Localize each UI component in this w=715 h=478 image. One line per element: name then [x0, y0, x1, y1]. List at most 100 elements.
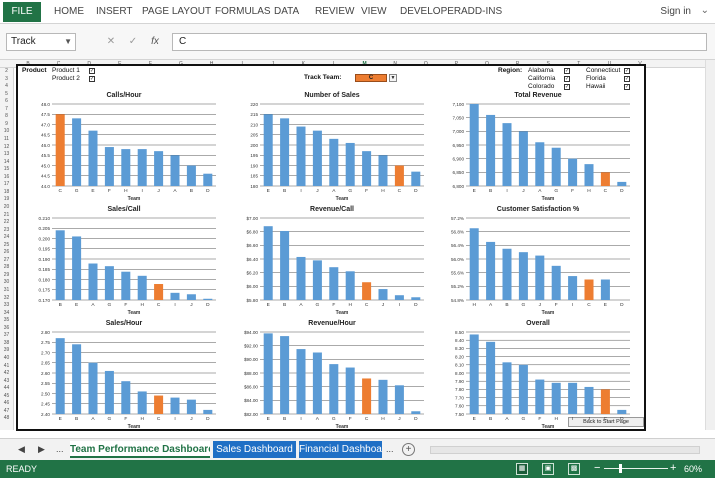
- row-header[interactable]: 35: [3, 317, 10, 324]
- row-header[interactable]: 23: [3, 226, 10, 233]
- chart-8[interactable]: Overall 7.50 7.60 7.70 7.80 7.90 8.00 8.10 8.20 8…: [440, 320, 636, 432]
- region-hawaii-checkbox[interactable]: ✓: [624, 84, 630, 90]
- region-colorado-checkbox[interactable]: ✓: [564, 84, 570, 90]
- zoom-out-button[interactable]: −: [594, 462, 601, 474]
- row-header[interactable]: 5: [5, 90, 8, 97]
- normal-view-icon[interactable]: ▦: [516, 463, 528, 475]
- row-header[interactable]: 19: [3, 196, 10, 203]
- add-sheet-button[interactable]: +: [402, 443, 415, 456]
- row-header[interactable]: 44: [3, 385, 10, 392]
- row-header[interactable]: 10: [3, 128, 10, 135]
- chart-6[interactable]: Sales/Hour 2.40 2.45 2.50 2.55 2.60 2.65 2.70 2.…: [26, 320, 222, 432]
- tab-view[interactable]: VIEW: [361, 6, 387, 17]
- row-header[interactable]: 48: [3, 415, 10, 422]
- row-header[interactable]: 25: [3, 241, 10, 248]
- track-team-dropdown[interactable]: C: [355, 74, 387, 82]
- row-header[interactable]: 11: [3, 135, 10, 142]
- row-header[interactable]: 46: [3, 400, 10, 407]
- row-header[interactable]: 42: [3, 370, 10, 377]
- row-header[interactable]: 18: [3, 188, 10, 195]
- row-header[interactable]: 45: [3, 392, 10, 399]
- row-header[interactable]: 15: [3, 166, 10, 173]
- row-header[interactable]: 2: [5, 68, 8, 74]
- tab-ellipsis-left[interactable]: ...: [56, 444, 64, 454]
- row-header[interactable]: 47: [3, 407, 10, 414]
- region-california-checkbox[interactable]: ✓: [564, 76, 570, 82]
- chart-1[interactable]: Number of Sales 180 185 190 195 200 205 210 215 2…: [234, 92, 430, 204]
- tab-insert[interactable]: INSERT: [96, 6, 133, 17]
- chevron-down-icon[interactable]: ▼: [64, 37, 72, 46]
- row-header[interactable]: 6: [5, 98, 8, 105]
- tab-page-layout[interactable]: PAGE LAYOUT: [142, 6, 212, 17]
- region-florida-checkbox[interactable]: ✓: [624, 76, 630, 82]
- row-header[interactable]: 27: [3, 256, 10, 263]
- row-header[interactable]: 34: [3, 309, 10, 316]
- row-header[interactable]: 4: [5, 83, 8, 90]
- zoom-percent[interactable]: 60%: [684, 464, 703, 474]
- row-header[interactable]: 24: [3, 234, 10, 241]
- tab-formulas[interactable]: FORMULAS: [215, 6, 271, 17]
- chart-5[interactable]: Customer Satisfaction % 54.8% 55.2% 55.6% 56…: [440, 206, 636, 318]
- tab-ellipsis-right[interactable]: ...: [386, 444, 394, 454]
- region-connecticut-checkbox[interactable]: ✓: [624, 68, 630, 74]
- region-alabama-checkbox[interactable]: ✓: [564, 68, 570, 74]
- row-header[interactable]: 3: [5, 75, 8, 82]
- tab-scroll-left-icon[interactable]: ◀: [18, 444, 25, 454]
- cancel-icon[interactable]: ✕: [106, 36, 116, 47]
- row-header[interactable]: 14: [3, 158, 10, 165]
- chart-3[interactable]: Sales/Call 0.170 0.175 0.180 0.185 0.190 0.195…: [26, 206, 222, 318]
- tab-home[interactable]: HOME: [54, 6, 84, 17]
- row-header[interactable]: 40: [3, 355, 10, 362]
- row-header[interactable]: 36: [3, 324, 10, 331]
- fx-icon[interactable]: fx: [151, 36, 159, 47]
- chart-4[interactable]: Revenue/Call $5.80 $6.00 $6.20 $6.40 $6.60 $6.…: [234, 206, 430, 318]
- zoom-slider-track[interactable]: [604, 468, 668, 469]
- row-header[interactable]: 30: [3, 279, 10, 286]
- row-header[interactable]: 26: [3, 249, 10, 256]
- row-header[interactable]: 41: [3, 362, 10, 369]
- row-header[interactable]: 21: [3, 211, 10, 218]
- file-tab[interactable]: FILE: [3, 2, 41, 22]
- row-header[interactable]: 9: [5, 120, 8, 127]
- row-header[interactable]: 17: [3, 181, 10, 188]
- row-header[interactable]: 12: [3, 143, 10, 150]
- row-header[interactable]: 22: [3, 219, 10, 226]
- row-header[interactable]: 28: [3, 264, 10, 271]
- tab-data[interactable]: DATA: [274, 6, 300, 17]
- row-header[interactable]: 7: [5, 105, 8, 112]
- row-header[interactable]: 38: [3, 339, 10, 346]
- back-to-start-button[interactable]: Back to Start Page: [568, 417, 644, 427]
- collapse-ribbon-icon[interactable]: ⌄: [700, 5, 709, 16]
- row-header[interactable]: 20: [3, 203, 10, 210]
- formula-input[interactable]: C: [172, 33, 707, 51]
- chart-7[interactable]: Revenue/Hour $82.00 $84.00 $86.00 $88.00 $90.…: [234, 320, 430, 432]
- row-header[interactable]: 39: [3, 347, 10, 354]
- row-header[interactable]: 16: [3, 173, 10, 180]
- chart-0[interactable]: Calls/Hour 44.0 44.5 45.0 45.5 46.0 46.5 47.0 47…: [26, 92, 222, 204]
- horizontal-scrollbar[interactable]: [430, 446, 700, 454]
- sheet-tab-financial[interactable]: Financial Dashboard: [299, 441, 382, 458]
- chart-2[interactable]: Total Revenue 6,800 6,850 6,900 6,950 7,000 7,…: [440, 92, 636, 204]
- page-break-view-icon[interactable]: ▩: [568, 463, 580, 475]
- zoom-in-button[interactable]: +: [670, 462, 677, 474]
- sign-in-link[interactable]: Sign in: [660, 6, 691, 17]
- checkmark-icon[interactable]: ✓: [128, 36, 138, 47]
- row-header[interactable]: 32: [3, 294, 10, 301]
- row-header[interactable]: 37: [3, 332, 10, 339]
- sheet-tab-team-performance[interactable]: Team Performance Dashboard: [70, 441, 210, 458]
- name-box[interactable]: Track ▼: [6, 33, 76, 51]
- tab-add-ins[interactable]: ADD-INS: [461, 6, 503, 17]
- zoom-slider-thumb[interactable]: [618, 464, 622, 473]
- tab-scroll-right-icon[interactable]: ▶: [38, 444, 45, 454]
- row-header[interactable]: 29: [3, 271, 10, 278]
- row-header[interactable]: 13: [3, 151, 10, 158]
- page-layout-view-icon[interactable]: ▣: [542, 463, 554, 475]
- row-header[interactable]: 31: [3, 287, 10, 294]
- tab-review[interactable]: REVIEW: [315, 6, 355, 17]
- product-2-checkbox[interactable]: ✓: [89, 76, 95, 82]
- tab-developer[interactable]: DEVELOPER: [400, 6, 462, 17]
- row-header[interactable]: 33: [3, 302, 10, 309]
- chevron-down-icon[interactable]: ▼: [389, 74, 397, 82]
- product-1-checkbox[interactable]: ✓: [89, 68, 95, 74]
- row-header[interactable]: 8: [5, 113, 8, 120]
